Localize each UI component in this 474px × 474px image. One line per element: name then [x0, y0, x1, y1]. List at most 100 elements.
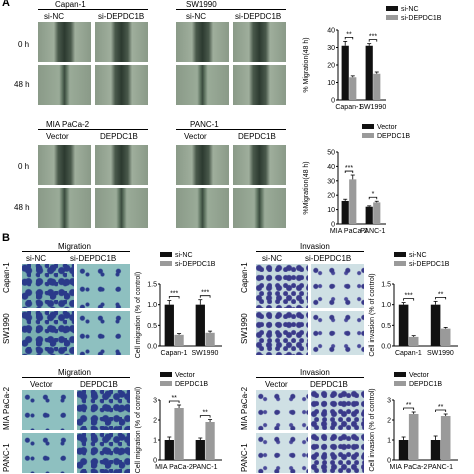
- y-axis-label: %Migration(48 h): [303, 161, 310, 214]
- transwell-image: [22, 390, 74, 430]
- chart-b1: 0.0 0.5 1.0 1.5 Cell migration (% of control…: [135, 252, 222, 358]
- header-line: [22, 251, 130, 252]
- panel-b-letter: B: [2, 232, 10, 244]
- significance-label: ***: [345, 165, 353, 172]
- legend-swatch: [386, 6, 398, 11]
- wound-image: [176, 188, 229, 228]
- col-label-left: Vector: [46, 132, 69, 141]
- transwell-image: [77, 433, 130, 473]
- transwell-image: [311, 264, 364, 308]
- chart-a1: 0 10 20 30 40 % Migration(48 h) ** Capan-1 *** SW…: [303, 6, 442, 111]
- y-tick-label: 1.5: [381, 282, 391, 289]
- bar: [174, 408, 184, 460]
- legend-swatch: [394, 372, 406, 377]
- bar: [373, 73, 381, 100]
- transwell-image: [311, 390, 364, 430]
- y-tick-label: 10: [327, 80, 335, 87]
- header-line: [256, 251, 364, 252]
- transwell-image: [256, 390, 308, 430]
- legend-label: si-NC: [401, 6, 419, 13]
- bar: [430, 440, 441, 460]
- x-tick-label: PANC-1: [192, 464, 217, 471]
- transwell-image: [22, 264, 74, 308]
- significance-bracket: [368, 196, 378, 200]
- wound-image: [176, 145, 229, 185]
- legend-label: DEPDC1B: [377, 133, 410, 140]
- y-tick-label: 50: [327, 150, 335, 157]
- significance-label: **: [438, 291, 444, 298]
- chart-b3: 0 1 2 3 Cell migration (% of control) ** MIA P…: [135, 372, 222, 473]
- col-label-right: DEPDC1B: [80, 380, 118, 389]
- legend-swatch: [362, 133, 374, 138]
- col-label-left: si-NC: [186, 12, 206, 21]
- x-tick-label: MIA PaCa-2: [330, 228, 368, 235]
- significance-label: ***: [405, 293, 413, 300]
- legend-label: si-NC: [175, 252, 193, 259]
- transwell-image: [311, 311, 364, 355]
- bar: [174, 334, 184, 346]
- transwell-image: [256, 433, 308, 473]
- y-tick-label: 0: [331, 98, 335, 105]
- legend-swatch: [160, 372, 172, 377]
- bar: [398, 440, 409, 460]
- time-48h: 48 h: [14, 80, 30, 89]
- y-tick-label: 10: [327, 207, 335, 214]
- significance-bracket: [168, 400, 180, 403]
- y-tick-label: 2: [387, 418, 391, 425]
- bar: [365, 45, 373, 100]
- legend-label: Vector: [409, 372, 430, 379]
- header-line: [38, 9, 148, 10]
- bar: [349, 77, 357, 100]
- y-tick-label: 40: [327, 28, 335, 35]
- legend-swatch: [160, 381, 172, 386]
- x-tick-label: SW1990: [359, 104, 386, 111]
- wound-image: [176, 65, 229, 105]
- bar: [164, 304, 174, 346]
- significance-bracket: [435, 409, 447, 412]
- header-line: [176, 129, 286, 130]
- x-tick-label: Capan-1: [335, 104, 362, 111]
- y-tick-label: 0: [153, 458, 157, 465]
- y-tick-label: 1.0: [147, 302, 157, 309]
- header-miapaca2: MIA PaCa-2: [46, 120, 90, 129]
- transwell-image: [22, 433, 74, 473]
- col-label-right: DEPDC1B: [238, 132, 276, 141]
- legend-swatch: [386, 15, 398, 20]
- transwell-image: [77, 264, 130, 308]
- legend-label: si-DEPDC1B: [409, 261, 450, 268]
- wound-image: [38, 188, 91, 228]
- legend-label: DEPDC1B: [175, 381, 208, 388]
- bar: [440, 328, 451, 346]
- chart-b2: 0.0 0.5 1.0 1.5 Cell invasion (% of control)…: [369, 252, 458, 357]
- col-label-right: si-DEPDC1B: [70, 254, 117, 263]
- row-label: SW1990: [2, 313, 11, 344]
- bar: [195, 440, 205, 460]
- transwell-image: [77, 311, 130, 355]
- significance-label: **: [171, 395, 177, 402]
- y-tick-label: 20: [327, 63, 335, 70]
- wound-image: [95, 145, 148, 185]
- y-tick-label: 0: [331, 222, 335, 229]
- x-tick-label: SW1990: [192, 350, 219, 357]
- time-0h: 0 h: [18, 162, 30, 171]
- legend-label: si-NC: [409, 252, 427, 259]
- significance-bracket: [344, 170, 354, 174]
- header-capan1: Capan-1: [55, 0, 86, 9]
- y-tick-label: 30: [327, 178, 335, 185]
- col-label-right: si-DEPDC1B: [305, 254, 352, 263]
- legend-swatch: [394, 261, 406, 266]
- bar: [205, 422, 215, 460]
- significance-label: **: [202, 410, 208, 417]
- time-48h: 48 h: [14, 203, 30, 212]
- col-label-right: DEPDC1B: [100, 132, 138, 141]
- bar: [408, 336, 419, 346]
- bar: [373, 202, 381, 224]
- wound-image: [95, 65, 148, 105]
- header-sw1990: SW1990: [186, 0, 217, 9]
- y-tick-label: 1: [387, 438, 391, 445]
- wound-image: [38, 22, 91, 62]
- col-label-left: Vector: [30, 380, 53, 389]
- y-tick-label: 0.0: [381, 344, 391, 351]
- header-line: [38, 129, 148, 130]
- bar: [341, 200, 349, 224]
